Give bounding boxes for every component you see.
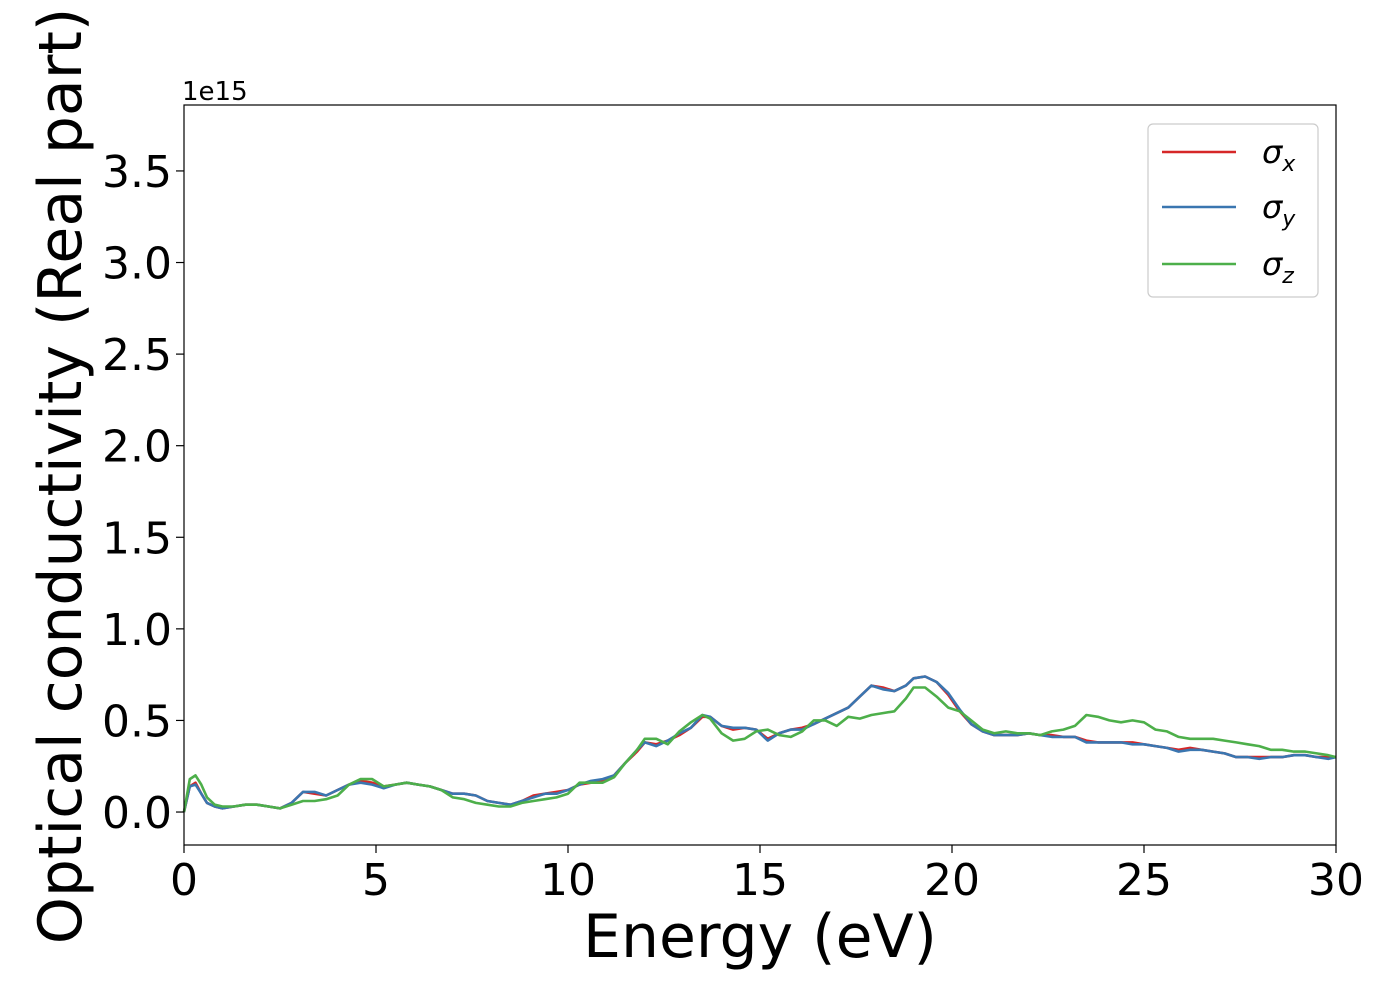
legend: σx σy σz [1147,123,1319,298]
y-axis-label: Optical conductivity (Real part) [26,8,96,945]
series-lines [182,675,1337,813]
series-line-2 [182,675,1337,813]
y-tick-label: 0.0 [102,788,172,839]
x-tick-label: 10 [540,855,596,906]
y-tick-label: 3.0 [102,239,172,290]
x-tick-label: 5 [362,855,390,906]
x-tick-label: 20 [924,855,980,906]
y-tick-label: 1.5 [102,513,172,564]
y-axis-ticks: 0.0 0.5 1.0 1.5 2.0 2.5 3.0 3.5 [102,147,184,839]
legend-label-1: σx [1262,133,1296,177]
series-line-3 [182,686,1337,813]
legend-label-2: σy [1262,188,1296,232]
x-tick-label: 30 [1308,855,1364,906]
y-tick-label: 2.5 [102,330,172,381]
series-line-1 [182,675,1336,813]
y-offset-label: 1e15 [182,77,248,107]
x-tick-label: 15 [732,855,788,906]
x-tick-label: 25 [1116,855,1172,906]
x-axis-ticks: 0 5 10 15 20 25 30 [170,845,1364,906]
y-tick-label: 1.0 [102,605,172,656]
y-tick-label: 0.5 [102,696,172,747]
legend-box [1147,123,1319,298]
y-tick-label: 3.5 [102,147,172,198]
x-tick-label: 0 [170,855,198,906]
legend-items: σx σy σz [1162,133,1296,289]
legend-label-3: σz [1262,245,1294,289]
y-tick-label: 2.0 [102,422,172,473]
x-axis-label: Energy (eV) [583,902,937,972]
